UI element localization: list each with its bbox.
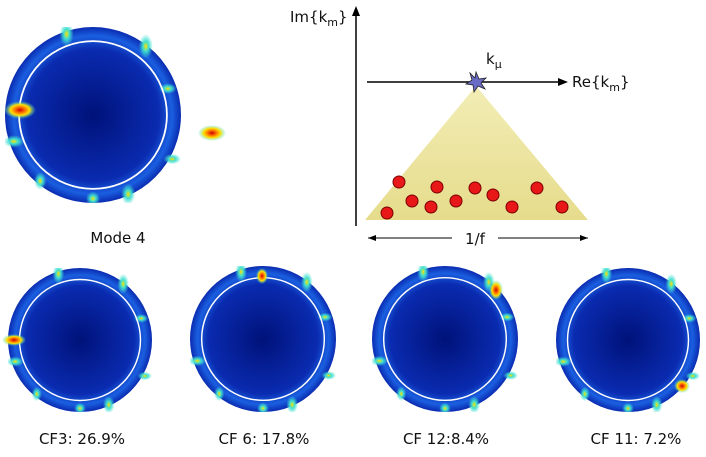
pole-label: kμ (486, 50, 502, 71)
small-maps (2, 266, 700, 412)
imag-axis-label: Im{km} (290, 8, 348, 29)
label-sub: m (327, 16, 338, 29)
label-close: } (338, 8, 348, 26)
large-mode-map (4, 27, 226, 203)
frequency-label: 1/f (465, 230, 486, 248)
label-sub: μ (495, 58, 502, 71)
label-base: Im{k (290, 8, 328, 26)
caption: CF 11: 7.2% (591, 430, 682, 448)
mode-caption: Mode 4 (90, 229, 145, 247)
label-base: Re{k (572, 73, 610, 91)
caption: CF3: 26.9% (39, 430, 125, 448)
label-sub: m (609, 81, 620, 94)
pole-diagram (352, 6, 588, 241)
caption: CF 6: 17.8% (219, 430, 310, 448)
caption: CF 12:8.4% (403, 430, 489, 448)
real-axis-label: Re{km} (572, 73, 629, 94)
label-base: k (486, 50, 495, 68)
label-close: } (620, 73, 630, 91)
